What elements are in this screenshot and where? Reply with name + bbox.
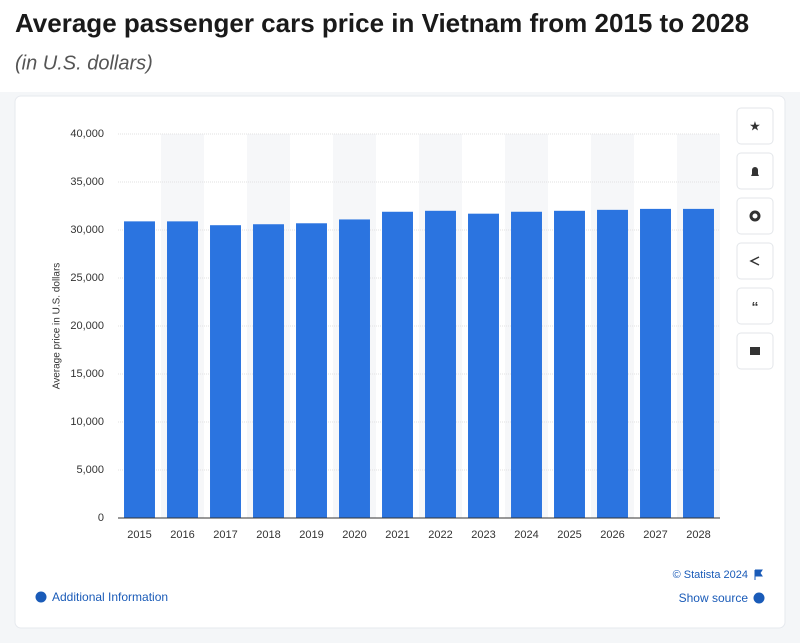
x-tick-label: 2028: [686, 529, 710, 541]
bar: [683, 208, 714, 518]
bar: [167, 221, 198, 519]
x-tick-label: 2019: [299, 529, 323, 541]
bar: [554, 210, 585, 519]
cite-button[interactable]: [736, 287, 774, 325]
y-tick-label: 5,000: [76, 464, 104, 476]
x-tick-label: 2018: [256, 529, 280, 541]
x-tick-label: 2022: [428, 529, 452, 541]
quote-icon: “: [752, 299, 759, 315]
bar: [425, 210, 456, 519]
y-axis-label: Average price in U.S. dollars: [52, 263, 63, 390]
x-tick-label: 2017: [213, 529, 237, 541]
x-tick-label: 2015: [127, 529, 151, 541]
bar: [511, 211, 542, 518]
flag-icon: [754, 569, 763, 580]
info-icon: [35, 591, 47, 603]
header-bg: [0, 0, 800, 92]
favorite-button[interactable]: [736, 107, 774, 145]
bar: [124, 221, 155, 519]
y-tick-label: 20,000: [70, 320, 104, 332]
source-info-icon: [753, 592, 765, 604]
show-source[interactable]: Show source: [679, 591, 749, 605]
bar: [210, 225, 241, 518]
x-tick-label: 2026: [600, 529, 624, 541]
gear-icon: [749, 210, 761, 222]
bar: [339, 219, 370, 518]
x-tick-label: 2025: [557, 529, 581, 541]
additional-information[interactable]: Additional Information: [52, 590, 168, 604]
settings-button[interactable]: [736, 197, 774, 235]
star-icon: ★: [749, 118, 761, 133]
x-tick-label: 2016: [170, 529, 194, 541]
y-tick-label: 15,000: [70, 368, 104, 380]
bar: [640, 208, 671, 518]
x-tick-label: 2023: [471, 529, 495, 541]
bar: [382, 211, 413, 518]
bar: [296, 223, 327, 518]
x-tick-label: 2021: [385, 529, 409, 541]
x-tick-label: 2027: [643, 529, 667, 541]
toolbar: ★ “: [736, 107, 774, 370]
bell-icon: [751, 167, 759, 176]
x-tick-label: 2024: [514, 529, 538, 541]
y-tick-label: 10,000: [70, 416, 104, 428]
y-tick-label: 35,000: [70, 176, 104, 188]
credit[interactable]: © Statista 2024: [673, 569, 748, 581]
plot: 0 5,000 10,000 15,000 20,000 25,000 30,000 35,0…: [70, 128, 720, 541]
print-icon: [750, 347, 760, 355]
y-tick-label: 30,000: [70, 224, 104, 236]
y-tick-label: 0: [98, 512, 104, 524]
share-icon: [749, 256, 760, 266]
chart-title: Average passenger cars price in Vietnam …: [15, 8, 749, 38]
bar: [253, 224, 284, 519]
share-button[interactable]: [736, 242, 774, 280]
chart-subtitle: (in U.S. dollars): [15, 52, 153, 74]
x-tick-label: 2020: [342, 529, 366, 541]
bar: [597, 209, 628, 518]
y-tick-label: 40,000: [70, 128, 104, 140]
bar: [468, 213, 499, 518]
y-tick-label: 25,000: [70, 272, 104, 284]
